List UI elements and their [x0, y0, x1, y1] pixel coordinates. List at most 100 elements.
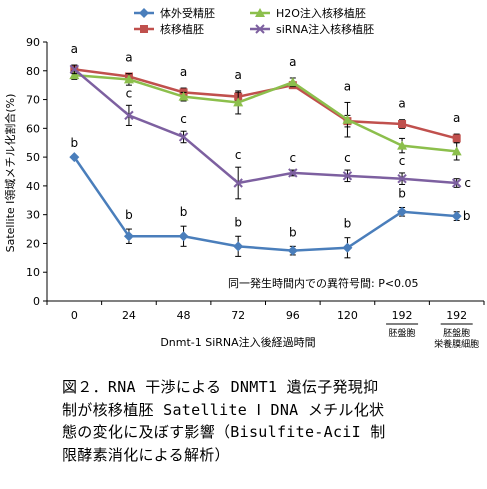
marker-x — [233, 178, 243, 188]
marker-x — [342, 171, 353, 181]
marker-x-stroke — [69, 64, 80, 75]
series-3 — [69, 70, 462, 161]
x-sublabel: 胚盤胞 — [389, 327, 416, 339]
legend-item: 核移植胚 — [134, 22, 204, 36]
marker-diamond — [69, 152, 80, 163]
x-tick-label: 24 — [122, 309, 136, 322]
x-sublabel: 栄養膜細胞 — [434, 338, 479, 350]
caption-line-2: 制が核移植胚 Satellite Ⅰ DNA メチル化状 — [62, 400, 385, 419]
letter-b: b — [289, 225, 297, 239]
marker-x-stroke — [342, 171, 353, 181]
letter-a: a — [344, 79, 351, 93]
marker-diamond — [451, 211, 462, 222]
letter-b: b — [180, 205, 188, 219]
letter-b: b — [234, 215, 242, 229]
marker-triangle — [233, 97, 244, 107]
marker-triangle — [451, 146, 462, 156]
x-tick-label: 120 — [337, 309, 358, 322]
letter-b: b — [344, 217, 352, 231]
marker-x — [397, 173, 407, 184]
y-axis-title: Satellite Ⅰ領域メチル化割合(%) — [3, 94, 17, 253]
marker-diamond — [139, 8, 149, 18]
marker-triangle — [342, 114, 353, 124]
methylation-line-chart: 0 10 20 30 40 50 60 70 80 90 0 24 48 72 96 120 192 胚盤胞 192… — [3, 6, 485, 350]
marker-x-stroke — [178, 132, 189, 142]
marker-square — [140, 25, 148, 33]
y-tick-label: 80 — [26, 65, 40, 78]
significance-letters: a b a c b a c b a c b a c b a c b a c b a c b — [71, 42, 471, 239]
y-tick-label: 40 — [26, 180, 40, 193]
letter-a: a — [235, 68, 242, 82]
marker-diamond — [233, 241, 244, 252]
x-tick-label: 0 — [71, 309, 78, 322]
letter-a: a — [289, 55, 296, 69]
series-line — [74, 68, 458, 140]
letter-a: a — [71, 42, 78, 56]
marker-triangle — [69, 70, 80, 80]
y-tick-label: 60 — [26, 122, 40, 135]
x-tick-label: 48 — [177, 309, 191, 322]
marker-x — [69, 64, 80, 75]
marker-triangle — [397, 140, 408, 150]
y-tick-label: 30 — [26, 209, 40, 222]
axes: 0 10 20 30 40 50 60 70 80 90 0 24 48 72 96 120 192 胚盤胞 192… — [26, 36, 485, 350]
legend-label: 体外受精胚 — [160, 6, 215, 20]
marker-diamond — [397, 206, 408, 217]
marker-x — [178, 132, 189, 142]
marker-diamond — [123, 231, 134, 242]
letter-a: a — [398, 97, 405, 111]
marker-diamond — [178, 231, 189, 242]
marker-x-stroke — [233, 178, 243, 188]
letter-c: c — [290, 151, 297, 165]
y-tick-label: 0 — [33, 295, 40, 308]
series-line — [73, 156, 457, 252]
letter-a: a — [453, 111, 460, 125]
y-tick-label: 50 — [26, 151, 40, 164]
marker-x — [451, 178, 462, 188]
y-tick-label: 20 — [26, 237, 40, 250]
legend-item: 体外受精胚 — [134, 6, 215, 20]
letter-b: b — [71, 136, 79, 150]
x-tick-label: 96 — [286, 309, 300, 322]
series-1 — [69, 152, 462, 259]
y-tick-label: 10 — [26, 266, 40, 279]
series-layer: a b a c b a c b a c b a c b a c b a c b a c b — [69, 42, 471, 259]
marker-square — [452, 134, 461, 143]
marker-triangle — [123, 74, 134, 84]
letter-a: a — [180, 65, 187, 79]
series-line — [73, 68, 457, 185]
legend-item: siRNA注入核移植胚 — [250, 22, 374, 36]
caption-line-4: 限酵素消化による解析） — [62, 445, 230, 464]
marker-x-stroke — [397, 173, 407, 184]
figure-caption: 図２．RNA 干渉による DNMT1 遺伝子発現抑 制が核移植胚 Satelli… — [62, 376, 482, 466]
x-sublabel: 胚盤胞 — [443, 327, 470, 339]
letter-c: c — [180, 112, 187, 126]
series-4 — [69, 64, 462, 200]
marker-x-stroke — [124, 110, 134, 121]
marker-x-stroke — [255, 24, 265, 34]
letter-c: c — [399, 154, 406, 168]
letter-b: b — [398, 186, 406, 200]
x-axis-title: Dnmt-1 SiRNA注入後経過時間 — [160, 335, 315, 349]
marker-diamond — [287, 245, 298, 256]
marker-x — [124, 110, 134, 121]
significance-note: 同一発生時間内での異符号間: P<0.05 — [228, 276, 419, 290]
legend-label: H2O注入核移植胚 — [276, 6, 366, 20]
marker-x — [288, 168, 298, 178]
letter-b: b — [463, 209, 471, 223]
marker-x-stroke — [451, 178, 462, 188]
legend-label: 核移植胚 — [160, 22, 204, 36]
marker-triangle — [178, 91, 189, 101]
letter-c: c — [464, 176, 471, 190]
x-tick-label: 192 — [446, 309, 467, 322]
marker-diamond — [342, 242, 353, 253]
marker-triangle — [287, 77, 298, 87]
y-tick-label: 90 — [26, 36, 40, 49]
x-tick-label: 72 — [231, 309, 245, 322]
letter-c: c — [126, 86, 133, 100]
legend-item: H2O注入核移植胚 — [250, 6, 366, 20]
marker-triangle — [255, 8, 265, 17]
letter-c: c — [344, 151, 351, 165]
y-tick-label: 70 — [26, 94, 40, 107]
